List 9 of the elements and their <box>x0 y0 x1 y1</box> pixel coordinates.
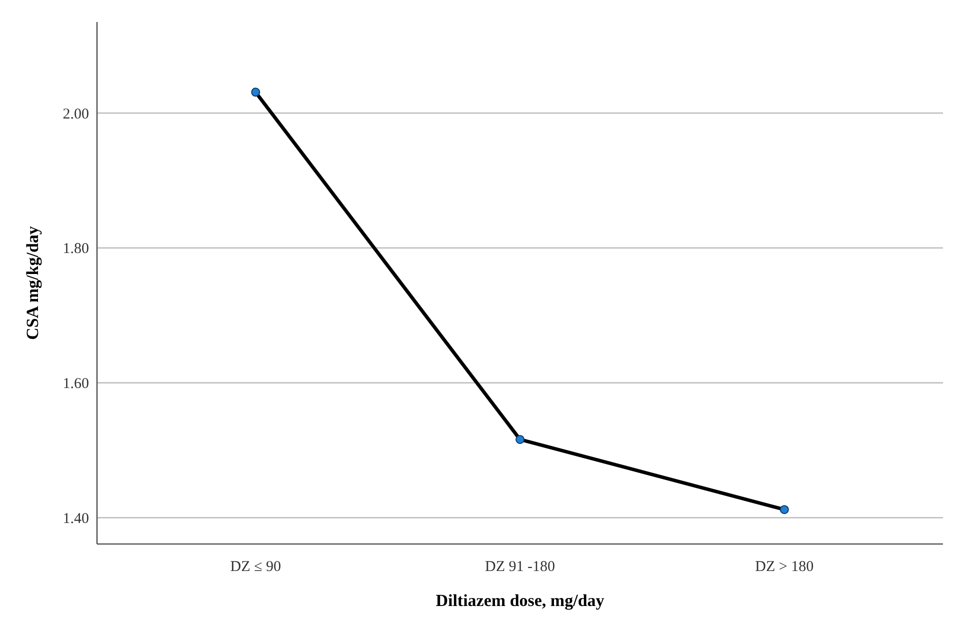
y-tick-label: 2.00 <box>62 106 89 122</box>
y-tick-label: 1.40 <box>62 510 89 527</box>
y-axis-title: CSA mg/kg/day <box>23 226 42 340</box>
x-tick-label: DZ 91 -180 <box>485 559 555 575</box>
y-tick-label: 1.80 <box>62 241 89 258</box>
x-tick-label: DZ > 180 <box>755 559 814 575</box>
y-tick-label: 1.60 <box>62 376 89 392</box>
x-axis-title: Diltiazem dose, mg/day <box>436 591 605 610</box>
x-tick-label: DZ ≤ 90 <box>230 559 281 575</box>
